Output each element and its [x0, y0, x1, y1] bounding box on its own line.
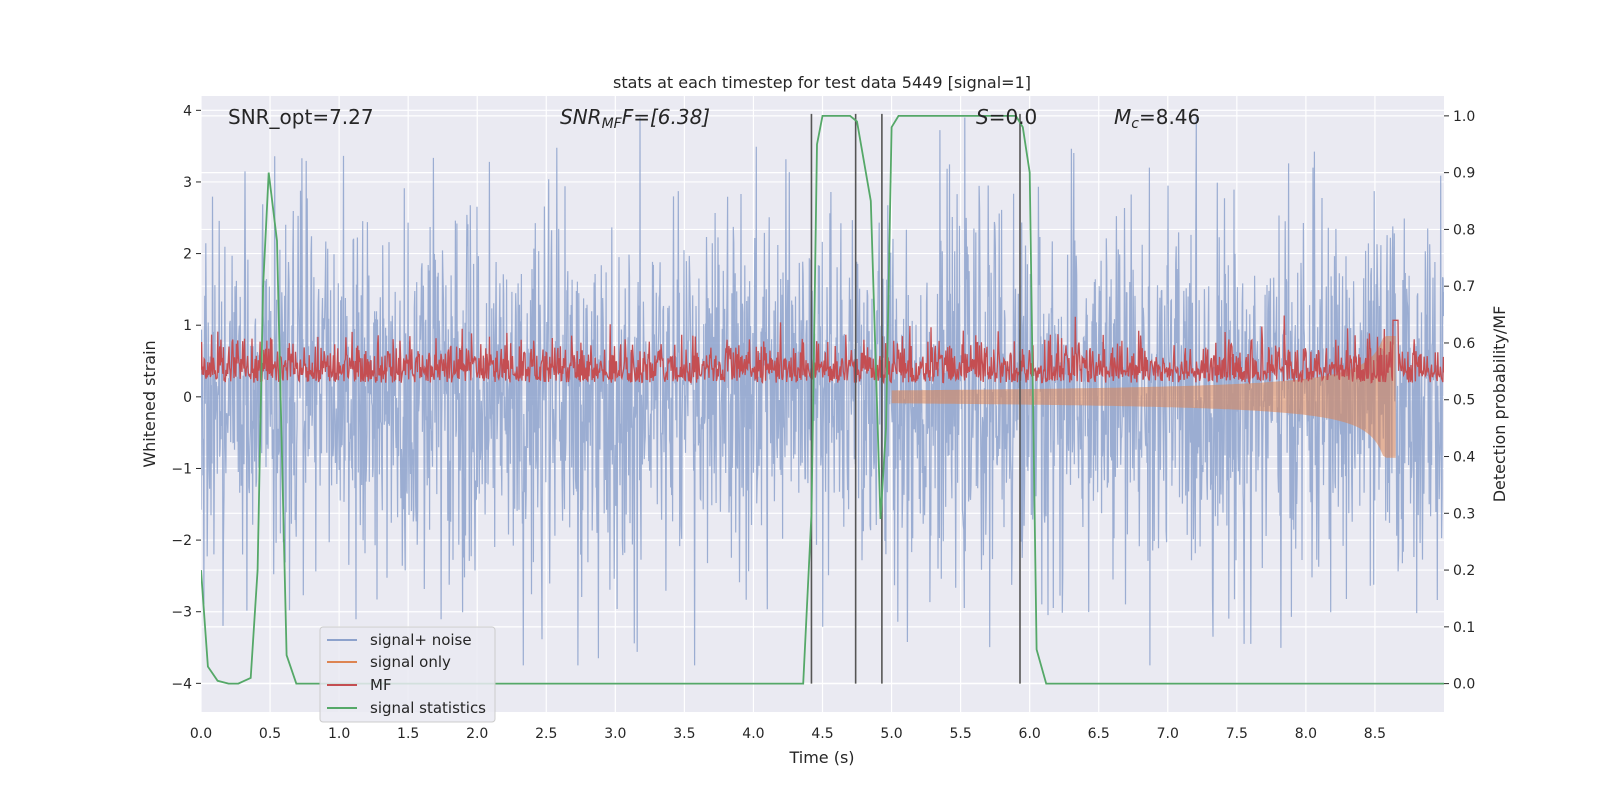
x-tick-label: 1.0 — [328, 726, 350, 742]
x-tick-label: 7.5 — [1226, 726, 1248, 742]
legend: signal+ noise signal only MF signal stat… — [319, 626, 496, 723]
x-tick-label: 2.0 — [466, 726, 488, 742]
detection-vlines — [810, 113, 1021, 684]
y-right-tick-label: 0.4 — [1453, 450, 1475, 466]
y-left-axis-ticks: 4 3 2 1 0 −1 −2 −3 −4 — [171, 103, 201, 692]
snr-mf-sub: MF — [602, 116, 623, 132]
legend-label-signal-only: signal only — [370, 653, 451, 671]
y-right-tick-label: 0.6 — [1453, 336, 1475, 352]
mc-sub: c — [1131, 116, 1139, 132]
y-right-tick-label: 1.0 — [1453, 109, 1475, 125]
x-tick-label: 2.5 — [535, 726, 557, 742]
y-right-tick-label: 0.0 — [1453, 677, 1475, 693]
y-left-tick-label: 0 — [183, 390, 192, 406]
snr-mf-annotation: SNRMFF=[6.38] — [560, 105, 710, 132]
x-tick-label: 5.5 — [949, 726, 971, 742]
legend-label-mf: MF — [370, 676, 392, 694]
y-right-axis-ticks: 1.0 0.9 0.8 0.7 0.6 0.5 0.4 0.3 0.2 0.1 0.0 — [1444, 109, 1475, 693]
y-right-tick-label: 0.5 — [1453, 393, 1475, 409]
x-tick-label: 4.5 — [811, 726, 833, 742]
s-annotation: S=0.0 — [976, 105, 1037, 129]
x-tick-label: 8.5 — [1364, 726, 1386, 742]
signal-only-series — [891, 336, 1396, 458]
y-left-tick-label: −2 — [171, 533, 192, 549]
y-right-tick-label: 0.9 — [1453, 166, 1475, 182]
y-axis-label-right: Detection probability/MF — [1490, 306, 1509, 503]
legend-box — [319, 626, 496, 723]
legend-label-signal-statistics: signal statistics — [370, 699, 486, 717]
y-right-tick-label: 0.3 — [1453, 506, 1475, 522]
s-label: S — [976, 105, 989, 129]
snr-mf-main: SNR — [560, 105, 602, 129]
y-left-tick-label: 4 — [183, 103, 192, 119]
y-right-tick-label: 0.7 — [1453, 279, 1475, 295]
x-tick-label: 7.0 — [1157, 726, 1179, 742]
x-tick-label: 3.0 — [604, 726, 626, 742]
y-right-tick-label: 0.1 — [1453, 620, 1475, 636]
x-axis-ticks: 0.0 0.5 1.0 1.5 2.0 2.5 3.0 3.5 4.0 4.5 5.0 5.5 6.0 6… — [190, 726, 1386, 742]
y-left-tick-label: 1 — [183, 318, 192, 334]
x-tick-label: 3.5 — [673, 726, 695, 742]
x-tick-label: 8.0 — [1295, 726, 1317, 742]
x-tick-label: 6.5 — [1088, 726, 1110, 742]
y-left-tick-label: 2 — [183, 247, 192, 263]
s-value: =0.0 — [989, 105, 1038, 129]
x-tick-label: 6.0 — [1019, 726, 1041, 742]
x-tick-label: 1.5 — [397, 726, 419, 742]
y-right-tick-label: 0.8 — [1453, 222, 1475, 238]
y-left-tick-label: −1 — [171, 461, 192, 477]
chart-title: stats at each timestep for test data 544… — [613, 73, 1031, 92]
y-right-tick-label: 0.2 — [1453, 563, 1475, 579]
mc-annotation: Mc=8.46 — [1114, 105, 1200, 132]
x-tick-label: 4.0 — [742, 726, 764, 742]
mf-series — [201, 315, 1444, 385]
legend-label-signal-noise: signal+ noise — [370, 631, 472, 649]
y-left-tick-label: −3 — [171, 605, 192, 621]
x-tick-label: 0.5 — [259, 726, 281, 742]
x-axis-label: Time (s) — [788, 748, 854, 767]
y-left-tick-label: 3 — [183, 175, 192, 191]
snr-mf-value: F=[6.38] — [622, 105, 710, 129]
signal-statistics-series — [201, 115, 1444, 685]
y-axis-label-left: Whitened strain — [140, 340, 159, 467]
mc-value: =8.46 — [1139, 105, 1200, 129]
snr-opt-annotation: SNR_opt=7.27 — [228, 105, 374, 129]
x-tick-label: 5.0 — [880, 726, 902, 742]
y-left-tick-label: −4 — [171, 676, 192, 692]
mc-main: M — [1114, 105, 1131, 129]
x-tick-label: 0.0 — [190, 726, 212, 742]
